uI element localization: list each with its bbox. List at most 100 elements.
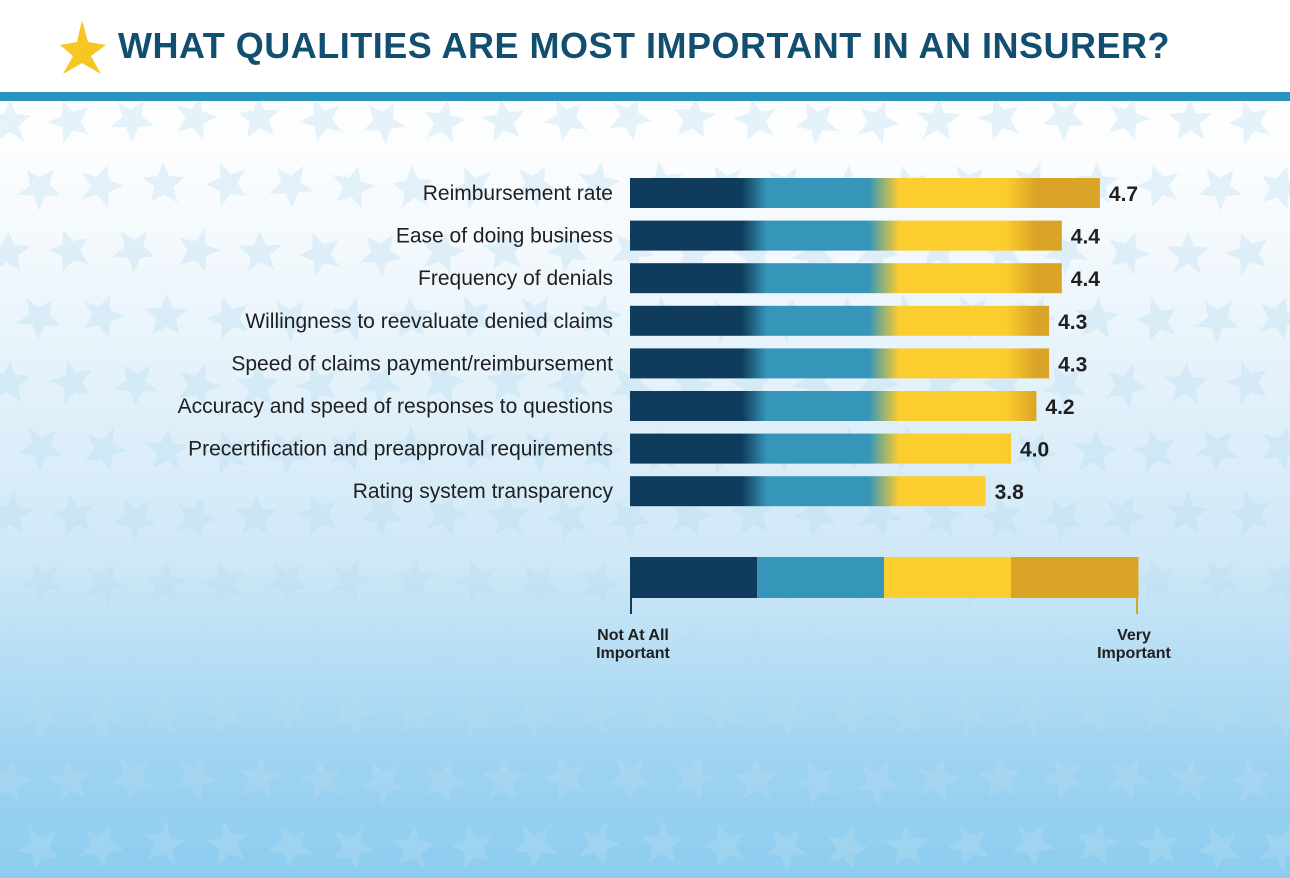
- background-star: [1077, 821, 1120, 865]
- background-star: [267, 691, 310, 735]
- background-star: [517, 429, 562, 472]
- background-star: [454, 561, 496, 603]
- background-star: [81, 695, 124, 739]
- background-star: [1103, 495, 1147, 538]
- background-star: [268, 826, 313, 868]
- background-star: [393, 557, 437, 599]
- category-label: Precertification and preapproval require…: [188, 438, 613, 461]
- category-label: Ease of doing business: [396, 225, 613, 248]
- background-star: [513, 166, 558, 208]
- background-star: [234, 494, 279, 535]
- background-star: [859, 630, 903, 673]
- background-star: [1043, 232, 1088, 274]
- background-star: [1228, 100, 1270, 145]
- background-star: [1263, 695, 1290, 739]
- background-star: [298, 232, 341, 277]
- background-star: [637, 689, 681, 731]
- background-star: [581, 429, 624, 473]
- background-star: [19, 427, 62, 471]
- background-star: [332, 297, 373, 342]
- background-star: [1169, 623, 1213, 666]
- background-star: [265, 433, 309, 475]
- background-star: [141, 161, 185, 203]
- header-rule: [0, 92, 1290, 101]
- background-star: [393, 692, 438, 735]
- background-star: [269, 165, 314, 208]
- background-star: [546, 228, 588, 273]
- background-star: [884, 824, 929, 867]
- background-star: [205, 429, 246, 474]
- bar: [630, 305, 1050, 336]
- bar: [630, 178, 1100, 208]
- background-star: [206, 821, 249, 865]
- background-star: [702, 825, 744, 867]
- background-star: [977, 627, 1021, 670]
- background-star: [84, 294, 125, 339]
- background-star: [729, 491, 773, 534]
- background-star: [1199, 169, 1243, 211]
- background-star: [109, 758, 153, 801]
- category-label: Willingness to reevaluate denied claims: [245, 310, 613, 333]
- background-star: [1107, 758, 1151, 801]
- scale-segment: [884, 557, 1012, 598]
- background-star: [17, 169, 61, 211]
- background-star: [611, 230, 655, 273]
- background-star: [179, 228, 221, 272]
- background-star: [482, 758, 527, 799]
- background-star: [423, 359, 466, 404]
- value-label: 4.4: [1071, 268, 1101, 291]
- background-star: [1132, 429, 1176, 473]
- background-star: [946, 823, 989, 867]
- background-star: [333, 165, 376, 209]
- background-star: [546, 496, 589, 541]
- background-star: [606, 629, 651, 670]
- background-star: [1136, 164, 1179, 207]
- background-star: [424, 100, 466, 144]
- background-star: [16, 827, 59, 871]
- background-star: [79, 826, 124, 868]
- background-star: [330, 429, 372, 471]
- background-star: [206, 297, 248, 339]
- bar: [630, 263, 1062, 294]
- background-star: [917, 758, 961, 801]
- background-star: [141, 692, 186, 734]
- background-star: [299, 758, 343, 801]
- background-star: [577, 161, 620, 205]
- background-star: [1169, 759, 1213, 802]
- background-star: [829, 693, 872, 737]
- background-star: [427, 628, 469, 672]
- background-star: [1136, 689, 1179, 733]
- background-star: [173, 627, 217, 670]
- bar: [630, 220, 1062, 251]
- background-star: [113, 498, 157, 541]
- background-star: [1225, 232, 1267, 276]
- background-star: [513, 697, 557, 739]
- page-title: WHAT QUALITIES ARE MOST IMPORTANT IN AN …: [118, 25, 1170, 66]
- background-star: [0, 359, 31, 402]
- background-star: [299, 100, 343, 142]
- background-star: [609, 759, 651, 801]
- category-label: Frequency of denials: [418, 267, 613, 290]
- background-star: [977, 100, 1019, 140]
- background-star: [675, 756, 717, 800]
- background-star: [239, 755, 283, 798]
- background-star: [977, 755, 1021, 798]
- background-star: [1164, 362, 1209, 404]
- background-star: [359, 234, 403, 277]
- background-star: [358, 365, 403, 406]
- bar: [630, 476, 986, 507]
- background-star: [421, 230, 465, 273]
- background-star: [795, 627, 839, 670]
- background-star: [516, 295, 559, 339]
- background-star: [1039, 626, 1083, 669]
- scale-segment: [630, 557, 758, 598]
- background-star: [144, 561, 187, 605]
- background-star: [980, 495, 1022, 540]
- background-star: [205, 162, 246, 207]
- background-star: [1132, 557, 1175, 601]
- background-star: [543, 628, 585, 672]
- value-label: 4.4: [1071, 226, 1101, 249]
- background-star: [1262, 559, 1290, 603]
- background-star: [1228, 491, 1271, 536]
- background-star: [453, 693, 494, 738]
